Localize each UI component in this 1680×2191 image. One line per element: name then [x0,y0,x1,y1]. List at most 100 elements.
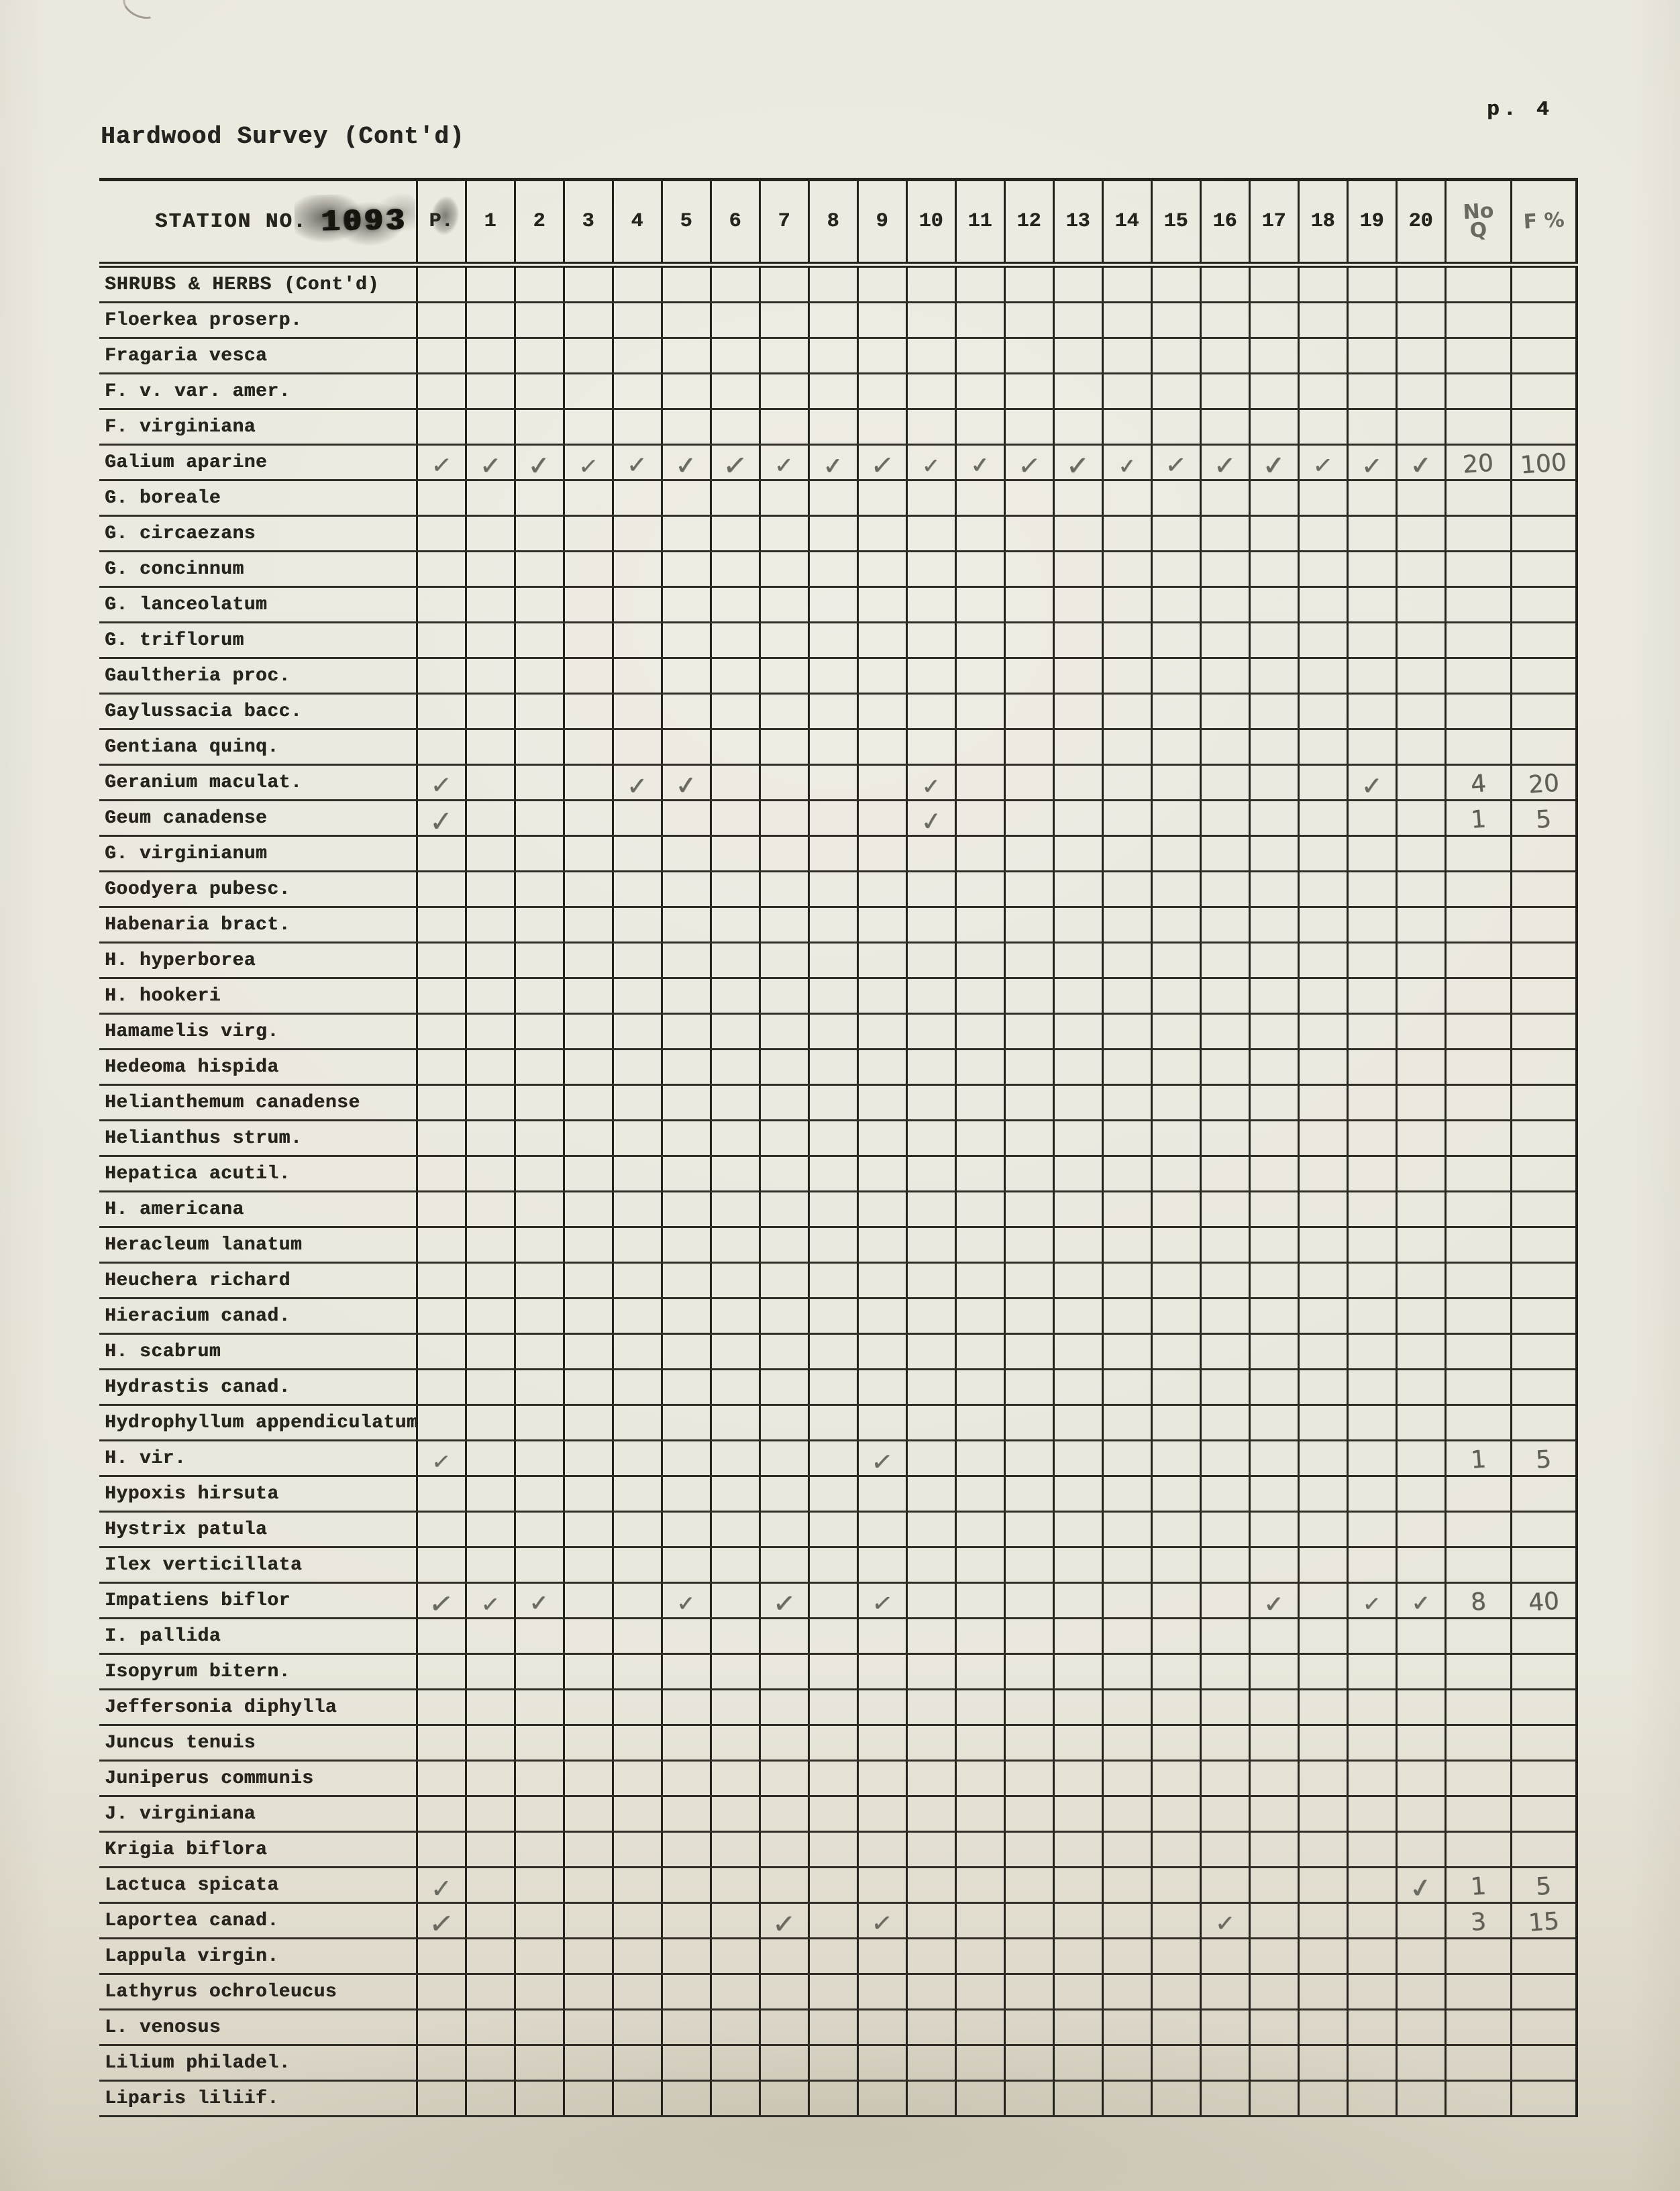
check-cell-3 [562,1369,613,1406]
check-cell-9 [856,942,906,979]
f-pct-value [1510,1049,1578,1086]
check-cell-9 [856,2045,906,2082]
check-cell-13 [1052,871,1102,908]
check-cell-9 [856,1938,906,1975]
check-cell-4 [611,1618,662,1655]
check-cell-11 [954,515,1004,552]
check-cell-13 [1052,622,1102,659]
check-cell-11 [954,1369,1004,1406]
check-cell-5 [660,1831,711,1868]
checkmark: ✓ [870,1909,894,1938]
check-cell-8 [807,800,857,837]
check-cell-4 [611,1689,662,1726]
check-cell-16 [1199,1013,1249,1050]
check-cell-9 [856,1511,906,1548]
check-cell-20: ✓ [1395,1582,1445,1619]
check-cell-5 [660,978,711,1015]
table-row: Helianthemum canadense [99,1084,1578,1121]
check-cell-4 [611,1013,662,1050]
check-cell-6 [709,2009,759,2046]
check-cell-3 [562,1689,613,1726]
check-cell-20 [1395,551,1445,588]
check-cell-11 [954,1440,1004,1477]
check-cell-10 [905,907,955,944]
check-cell-1 [464,942,515,979]
check-cell-18 [1297,264,1347,303]
check-cell-5 [660,1867,711,1904]
check-cell-5 [660,1511,711,1548]
no-q-value: 1 [1444,1867,1511,1904]
check-cell-19 [1346,1156,1396,1192]
check-cell-19 [1346,2080,1396,2117]
check-cell-13 [1052,1405,1102,1441]
check-cell-10 [905,1689,955,1726]
check-cell-5: ✓ [660,1582,711,1619]
checkmark: ✓ [430,1448,452,1475]
check-cell-4 [611,1298,662,1335]
check-cell-17 [1248,264,1298,303]
check-cell-17 [1248,1156,1298,1192]
check-cell-11 [954,1298,1004,1335]
check-cell-19: ✓ [1346,764,1396,801]
check-cell-9: ✓ [856,444,906,481]
check-cell-16 [1199,978,1249,1015]
check-cell-6 [709,835,759,872]
check-cell-7 [758,800,808,837]
check-cell-Pp [415,338,466,374]
check-cell-8 [807,942,857,979]
check-cell-17 [1248,1262,1298,1299]
check-cell-14 [1101,1084,1151,1121]
check-cell-8 [807,978,857,1015]
check-cell-7 [758,1191,808,1228]
check-cell-13 [1052,1191,1102,1228]
check-cell-12 [1003,978,1053,1015]
check-cell-10 [905,409,955,446]
check-cell-12 [1003,800,1053,837]
check-cell-12 [1003,1262,1053,1299]
check-cell-15 [1150,338,1200,374]
check-cell-1 [464,800,515,837]
check-cell-18 [1297,409,1347,446]
check-cell-7 [758,1618,808,1655]
check-cell-3 [562,515,613,552]
check-cell-2 [513,1440,564,1477]
check-cell-14 [1101,942,1151,979]
no-q-number: 20 [1461,448,1495,479]
check-cell-Pp [415,1689,466,1726]
check-cell-5 [660,871,711,908]
check-cell-15 [1150,1120,1200,1157]
species-cell: G. virginianum [99,835,417,872]
check-cell-13 [1052,1867,1102,1904]
check-cell-20 [1395,1618,1445,1655]
check-cell-5 [660,2080,711,2117]
check-cell-2 [513,338,564,374]
check-cell-15 [1150,1582,1200,1619]
check-cell-11 [954,264,1004,303]
f-pct-value [1510,264,1578,303]
check-cell-Pp [415,1831,466,1868]
table-row: Geum canadense ✓ ✓ 1 5 [99,800,1578,838]
column-header-7: 7 [758,179,808,268]
check-cell-8 [807,1405,857,1441]
check-cell-8 [807,338,857,374]
check-cell-20 [1395,1689,1445,1726]
column-header-label: 18 [1310,210,1335,233]
check-cell-19 [1346,1938,1396,1975]
check-cell-15 [1150,1049,1200,1086]
check-cell-5 [660,338,711,374]
no-q-value [1444,1298,1511,1335]
check-cell-18 [1297,1511,1347,1548]
check-cell-20: ✓ [1395,1867,1445,1905]
no-q-value [1444,587,1511,623]
check-cell-15 [1150,1191,1200,1228]
check-cell-17 [1248,1796,1298,1833]
table-row: Hydrophyllum appendiculatum [99,1405,1578,1441]
check-cell-6 [709,2045,759,2082]
column-header-8: 8 [807,179,857,268]
no-q-value [1444,1227,1511,1264]
check-cell-11 [954,1796,1004,1833]
check-cell-Pp [415,1333,466,1370]
check-cell-20 [1395,480,1445,517]
check-cell-4 [611,373,662,410]
check-cell-16 [1199,1405,1249,1441]
